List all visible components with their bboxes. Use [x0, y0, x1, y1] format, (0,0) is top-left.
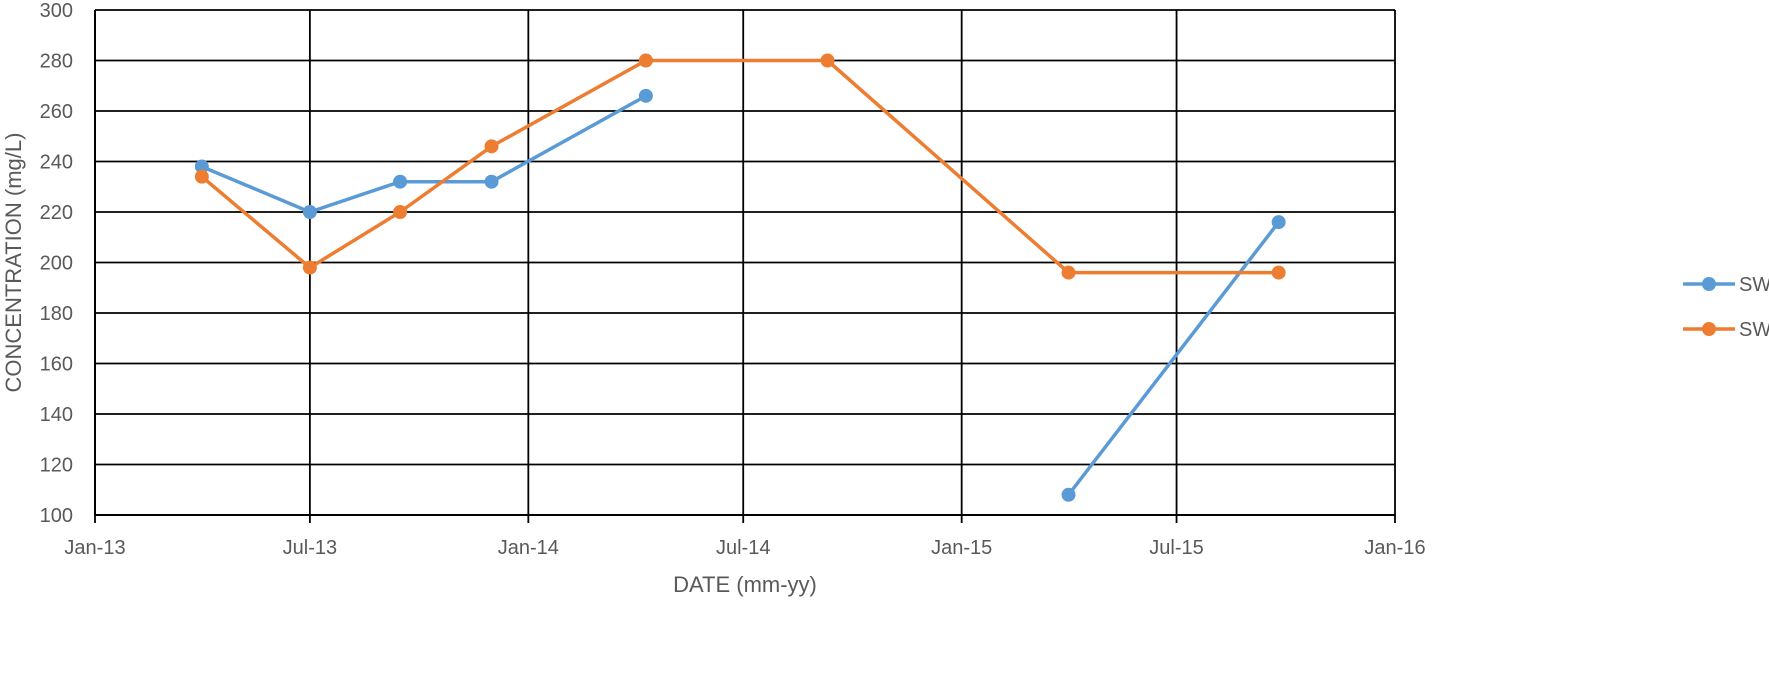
series-line: [1067, 221, 1281, 496]
x-axis-title: DATE (mm-yy): [673, 572, 817, 597]
y-tick-label: 220: [40, 202, 73, 224]
data-point: [820, 53, 835, 68]
series: [194, 53, 1286, 502]
data-point: [393, 174, 408, 189]
data-point: [638, 88, 653, 103]
data-point: [1061, 265, 1076, 280]
x-tick-label: Jan-16: [1364, 537, 1425, 559]
legend-label: SWB: [1739, 274, 1769, 296]
data-point: [638, 53, 653, 68]
y-tick-label: 160: [40, 354, 73, 376]
x-tick-label: Jul-15: [1149, 537, 1203, 559]
data-point: [1061, 487, 1076, 502]
series-swc: [194, 53, 1286, 280]
series-swb: [194, 88, 1286, 502]
legend-label: SWC: [1739, 319, 1769, 341]
legend: SWB SWC: [1683, 274, 1769, 341]
x-tick-label: Jul-14: [716, 537, 770, 559]
x-tick-label: Jan-13: [64, 537, 125, 559]
data-point: [194, 159, 209, 174]
y-tick-label: 280: [40, 51, 73, 73]
data-point: [1271, 215, 1286, 230]
y-tick-label: 120: [40, 455, 73, 477]
gridlines: [94, 9, 1396, 516]
data-point: [302, 260, 317, 275]
legend-marker: [1702, 277, 1716, 291]
y-tick-label: 140: [40, 404, 73, 426]
data-point: [484, 174, 499, 189]
data-point: [1271, 265, 1286, 280]
data-point: [393, 205, 408, 219]
x-tick-label: Jul-13: [283, 537, 337, 559]
y-tick-label: 180: [40, 303, 73, 325]
y-tick-label: 200: [40, 253, 73, 275]
y-tick-label: 240: [40, 152, 73, 174]
y-tick-label: 100: [40, 505, 73, 527]
data-point: [194, 169, 209, 184]
x-tick-label: Jan-14: [498, 537, 559, 559]
x-tick-label: Jan-15: [931, 537, 992, 559]
axes: 100 120 140 160 180 200 220 240 260 280 300 Jan-13 J…: [40, 0, 1426, 559]
y-axis-title: CONCENTRATION (mg/L): [1, 133, 26, 393]
y-tick-label: 300: [40, 0, 73, 22]
data-point: [302, 205, 317, 219]
data-point: [484, 139, 499, 154]
series-line: [200, 58, 1279, 275]
y-tick-label: 260: [40, 101, 73, 123]
legend-marker: [1702, 322, 1716, 336]
